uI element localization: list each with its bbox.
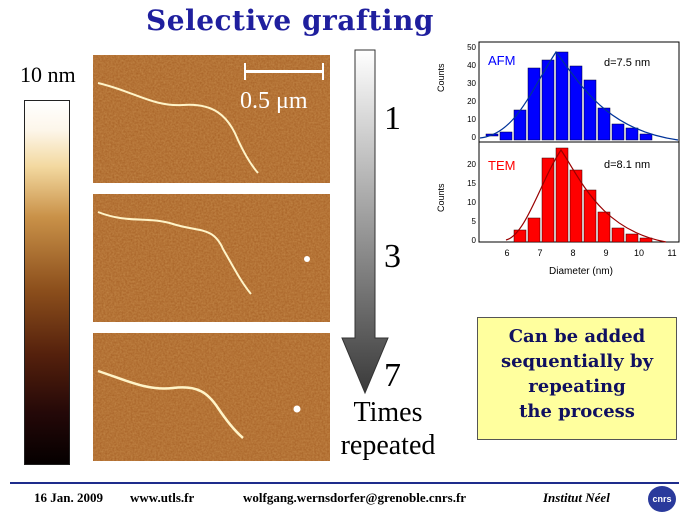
afm-image-3	[92, 332, 331, 462]
svg-text:0: 0	[472, 236, 477, 245]
svg-text:30: 30	[467, 79, 476, 88]
repeat-count-7: 7	[384, 357, 401, 394]
footer-site-link[interactable]: www.utls.fr	[130, 490, 195, 505]
svg-text:20: 20	[467, 97, 476, 106]
afm-image-2	[92, 193, 331, 323]
times-label: Times	[353, 397, 423, 428]
afm-label: AFM	[488, 53, 515, 68]
afm-histogram-panel: AFM d=7.5 nm Counts 0 10 20 30 40 50	[436, 41, 680, 143]
svg-text:7: 7	[537, 248, 542, 258]
afm-image-1	[92, 54, 331, 184]
svg-text:10: 10	[467, 198, 476, 207]
down-arrow-icon	[340, 48, 390, 402]
slide-title: Selective grafting	[146, 4, 434, 37]
svg-text:9: 9	[603, 248, 608, 258]
scale-bar	[244, 63, 324, 80]
cnrs-logo: cnrs	[648, 486, 676, 512]
svg-text:5: 5	[472, 217, 477, 226]
svg-text:6: 6	[504, 248, 509, 258]
afm-annotation: d=7.5 nm	[604, 57, 650, 69]
svg-text:0: 0	[472, 133, 477, 142]
callout-line-2: sequentially by	[500, 351, 654, 372]
tem-ylabel: Counts	[436, 183, 446, 212]
svg-text:40: 40	[467, 61, 476, 70]
callout-line-4: the process	[519, 401, 635, 422]
scale-bar-label: 0.5 μm	[240, 88, 308, 114]
diameter-histograms: AFM d=7.5 nm Counts 0 10 20 30 40 50	[436, 30, 686, 295]
svg-text:50: 50	[467, 43, 476, 52]
callout-box: Can be added sequentially by repeating t…	[477, 317, 677, 440]
footer-email-link[interactable]: wolfgang.wernsdorfer@grenoble.cnrs.fr	[243, 490, 467, 505]
callout-line-3: repeating	[528, 376, 626, 397]
svg-text:10: 10	[467, 115, 476, 124]
footer-divider	[10, 482, 679, 484]
repeated-label: repeated	[340, 430, 436, 461]
times-repeated-label: Times repeated	[338, 396, 438, 462]
svg-text:20: 20	[467, 160, 476, 169]
height-colorbar	[24, 100, 70, 465]
callout-line-1: Can be added	[508, 326, 646, 347]
x-tick-labels: 6 7 8 9 10 11	[504, 248, 676, 258]
hist-xlabel: Diameter (nm)	[549, 266, 613, 277]
svg-text:11: 11	[667, 248, 676, 258]
colorbar-label: 10 nm	[20, 62, 76, 87]
afm-ylabel: Counts	[436, 63, 446, 92]
svg-text:10: 10	[634, 248, 644, 258]
footer-institute: Institut Néel	[543, 490, 610, 505]
repeat-count-3: 3	[384, 238, 401, 275]
footer-date: 16 Jan. 2009	[34, 490, 103, 505]
tem-histogram-panel: TEM d=8.1 nm Counts 0 5 10 15 20	[436, 141, 680, 245]
svg-text:8: 8	[570, 248, 575, 258]
repeat-count-1: 1	[384, 100, 401, 137]
svg-text:15: 15	[467, 179, 476, 188]
tem-label: TEM	[488, 158, 515, 173]
tem-annotation: d=8.1 nm	[604, 159, 650, 171]
